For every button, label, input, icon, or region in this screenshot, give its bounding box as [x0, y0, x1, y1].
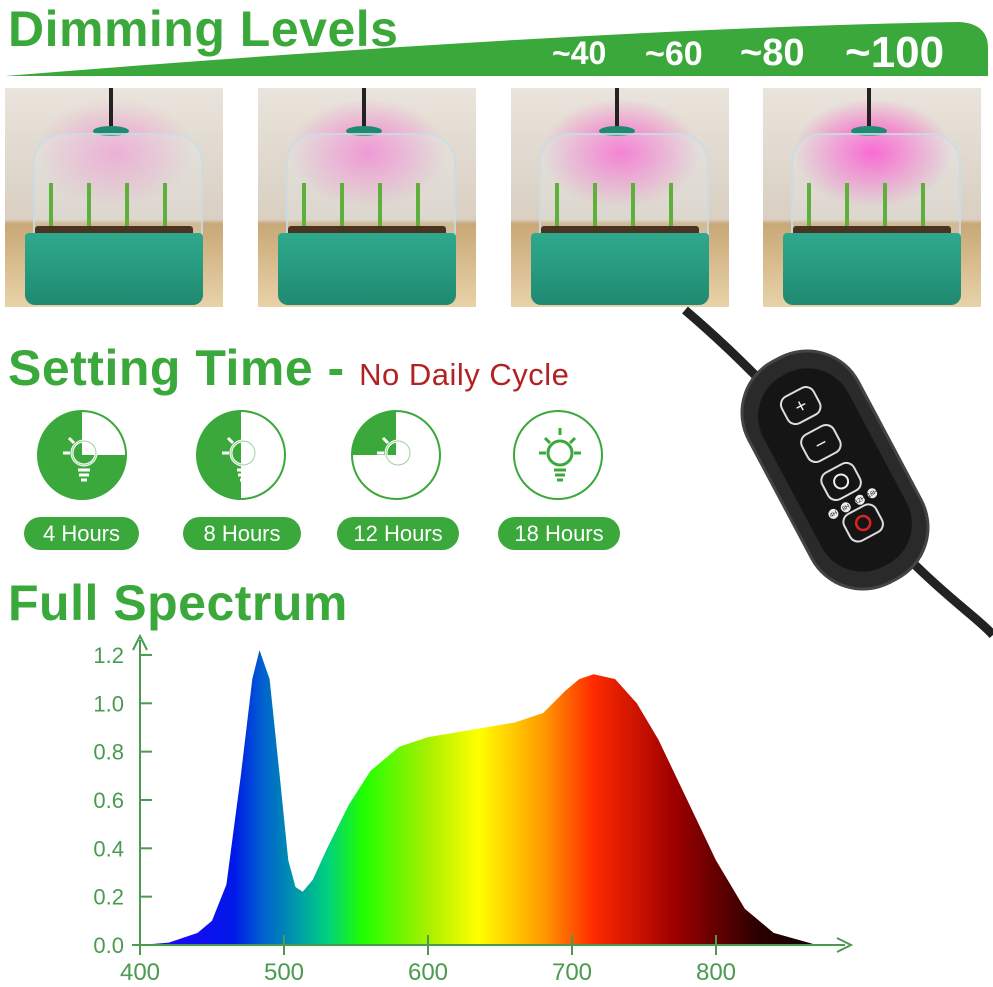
light-bulb-icon: [63, 428, 105, 482]
level-100: ~100: [845, 28, 945, 77]
y-tick-label: 0.0: [93, 933, 124, 958]
y-axis: [132, 633, 148, 955]
level-40: ~40: [552, 35, 607, 71]
x-tick-label: 500: [264, 959, 304, 986]
x-tick-label: 800: [696, 959, 736, 986]
spectrum-area: [140, 650, 817, 945]
spectrum-title: Full Spectrum: [8, 575, 348, 631]
clock-icon: [833, 473, 850, 490]
timer-label-2: 8 Hours: [183, 517, 301, 550]
y-tick-label: 0.8: [93, 740, 124, 765]
level-80: ~80: [740, 32, 805, 74]
x-tick-label: 700: [552, 959, 592, 986]
dimming-photo-2: [258, 88, 476, 307]
x-axis: [132, 937, 854, 953]
timer-icon-3: [351, 410, 441, 500]
y-tick-label: 1.2: [93, 643, 124, 668]
dimming-title: Dimming Levels: [8, 1, 399, 57]
indicator-18h: 18H: [866, 489, 879, 499]
power-icon: [854, 514, 872, 532]
no-daily-cycle: No Daily Cycle: [359, 357, 570, 392]
y-tick-label: 0.4: [93, 836, 124, 861]
minus-button[interactable]: [798, 422, 844, 465]
dimming-photo-4: [763, 88, 981, 307]
dimming-photo-3: [511, 88, 729, 307]
timer-icon-4: [513, 410, 603, 500]
timer-icon-1: [37, 410, 127, 500]
dimming-photo-1: [5, 88, 223, 307]
indicator-12h: 12H: [854, 495, 867, 505]
indicator-4h: 4H: [829, 510, 839, 519]
timer-button[interactable]: [818, 460, 864, 503]
timer-label-3: 12 Hours: [337, 517, 459, 550]
controller: + − 4H 8H 12H 18H: [682, 306, 993, 639]
y-tick-label: 0.2: [93, 885, 124, 910]
dimming-banner: [5, 22, 988, 76]
level-60: ~60: [645, 35, 703, 73]
spectrum-chart: 0.0 0.2 0.4 0.6 0.8 1.0 1.2 400 500 600 700 800: [93, 633, 854, 986]
x-tick-label: 400: [120, 959, 160, 986]
y-tick-label: 1.0: [93, 691, 124, 716]
plus-button[interactable]: [778, 384, 824, 427]
timer-label-4: 18 Hours: [498, 517, 620, 550]
power-button[interactable]: [840, 501, 886, 544]
setting-time-title: Setting Time - No Daily Cycle: [8, 343, 569, 393]
timer-label-1: 4 Hours: [24, 517, 139, 550]
y-tick-label: 0.6: [93, 788, 124, 813]
light-bulb-icon: [377, 428, 419, 482]
indicator-8h: 8H: [841, 504, 851, 513]
light-bulb-icon: [222, 428, 264, 482]
timer-icon-2: [196, 410, 286, 500]
x-tick-label: 600: [408, 959, 448, 986]
light-bulb-icon: [539, 428, 581, 482]
setting-title-text: Setting Time -: [8, 340, 345, 396]
